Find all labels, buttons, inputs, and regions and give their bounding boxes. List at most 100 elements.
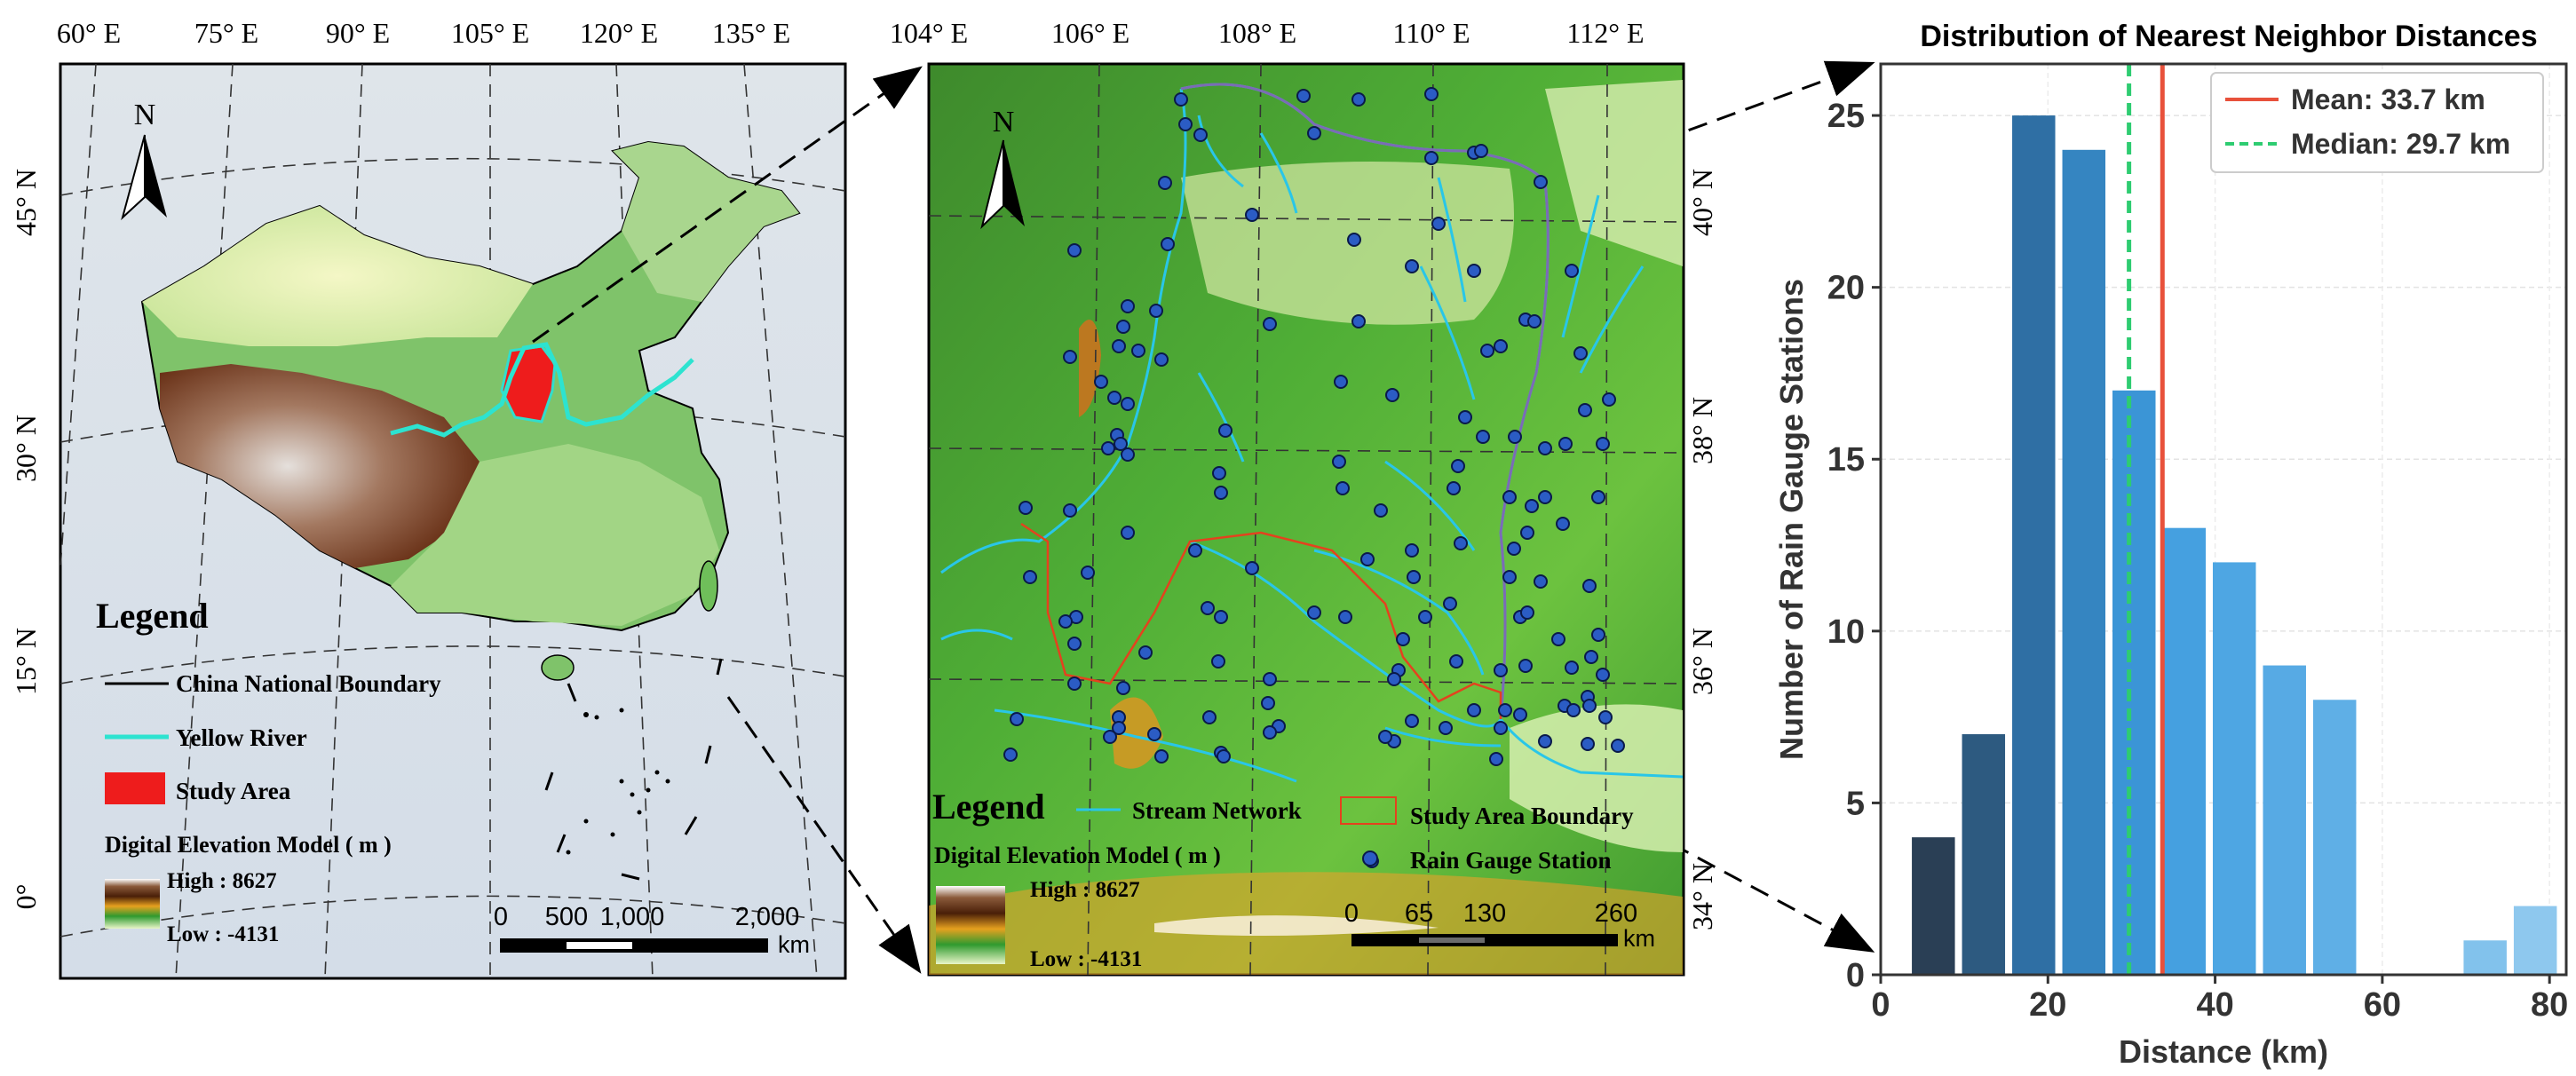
rain-gauge-station-marker — [1138, 645, 1153, 660]
rain-gauge-station-marker — [1418, 610, 1432, 624]
china-dem-ramp — [105, 879, 160, 929]
rain-gauge-station-marker — [1378, 730, 1392, 744]
study-graticule — [928, 63, 1684, 976]
rain-gauge-station-marker — [1405, 259, 1419, 273]
lon-label-60: 60° E — [57, 17, 121, 49]
rain-gauge-station-marker — [1112, 339, 1126, 353]
rain-gauge-station-marker — [1116, 681, 1130, 695]
lon-label-104: 104° E — [890, 17, 968, 49]
rain-gauge-station-marker — [1556, 517, 1570, 531]
rain-gauge-station-marker — [1449, 654, 1463, 669]
histogram-bar — [2212, 562, 2256, 975]
study-dem-low: Low : -4131 — [1030, 947, 1142, 971]
rain-gauge-station-marker — [1513, 708, 1527, 722]
rain-gauge-station-marker — [1121, 397, 1135, 411]
rain-gauge-station-marker — [1174, 92, 1188, 107]
chart-bars — [1912, 115, 2557, 976]
rain-gauge-station-marker — [1551, 632, 1565, 646]
rain-gauge-station-marker — [1498, 703, 1512, 717]
chart-y-label: Number of Rain Gauge Stations — [1773, 279, 1810, 760]
rain-gauge-station-marker — [1573, 346, 1588, 360]
rain-gauge-station-marker — [1405, 714, 1419, 728]
boundary-label: Study Area Boundary — [1410, 803, 1634, 829]
rain-gauge-station-marker — [1467, 264, 1481, 278]
rain-gauge-station-marker — [1494, 663, 1508, 677]
rain-gauge-station-marker — [1188, 543, 1202, 558]
rain-gauge-station-marker — [1351, 92, 1366, 107]
rain-gauge-station-marker — [1121, 526, 1135, 540]
rain-gauge-station-marker — [1158, 176, 1172, 190]
rain-gauge-station-marker — [1566, 703, 1581, 717]
y-tick-label: 10 — [1827, 613, 1865, 651]
lat-label-36: 36° N — [1686, 628, 1718, 695]
lon-label-135: 135° E — [712, 17, 790, 49]
rain-gauge-station-marker — [1374, 503, 1388, 518]
histogram-bar — [2112, 390, 2156, 976]
rain-gauge-station-marker — [1193, 128, 1208, 142]
rain-gauge-station-marker — [1405, 543, 1419, 558]
rain-gauge-station-marker — [1591, 628, 1605, 642]
rain-gauge-station-marker — [1518, 659, 1533, 673]
tibetan-plateau — [160, 364, 480, 568]
south-china-sea-islands — [566, 708, 670, 855]
rain-gauge-station-marker — [1149, 304, 1163, 318]
rain-gauge-station-marker — [1520, 526, 1534, 540]
rain-gauge-station-marker — [1565, 264, 1579, 278]
rain-gauge-station-marker — [1019, 501, 1033, 515]
rain-gauge-station-marker — [1582, 579, 1597, 593]
rain-gauge-station-marker — [1447, 481, 1461, 495]
study-scale-65: 65 — [1405, 899, 1433, 928]
x-tick-label: 80 — [2531, 986, 2568, 1024]
lon-label-106: 106° E — [1051, 17, 1129, 49]
study-area-map: N Legend Stream Network Study Area Bound… — [890, 17, 1718, 977]
study-dem-ramp — [936, 886, 1005, 964]
rain-gauge-station-marker — [1538, 441, 1552, 455]
china-lat-labels: 45° N 30° N 15° N 0° — [10, 169, 42, 909]
rain-gauge-station-marker — [1534, 574, 1548, 589]
study-lat-labels: 40° N 38° N 36° N 34° N — [1686, 169, 1718, 930]
histogram-bar — [2263, 665, 2306, 975]
china-northeast — [613, 142, 799, 302]
yellow-river — [390, 342, 694, 438]
lon-label-105: 105° E — [451, 17, 529, 49]
study-scale-130: 130 — [1463, 899, 1506, 928]
histogram-bar — [2513, 906, 2557, 975]
china-scale-1000: 1,000 — [600, 903, 665, 931]
station-label: Rain Gauge Station — [1410, 847, 1612, 874]
rain-gauge-station-marker — [1263, 725, 1277, 740]
lon-label-108: 108° E — [1218, 17, 1296, 49]
chart-plot-frame — [1879, 62, 2568, 977]
histogram-bar — [2012, 115, 2056, 976]
rain-gauge-station-marker — [1332, 455, 1346, 469]
china-overview-map: N Legend China National Boundary Yellow … — [10, 17, 847, 980]
lat-label-30: 30° N — [10, 415, 42, 482]
north-arrow-label: N — [134, 99, 156, 131]
chart-x-ticks: 0 20 40 60 80 — [1871, 975, 2568, 1024]
rain-gauge-station-marker — [1121, 299, 1135, 313]
helan-mountains — [1079, 320, 1101, 417]
chart-x-label: Distance (km) — [2119, 1033, 2328, 1070]
study-area-boundary — [1020, 522, 1502, 719]
lon-label-112: 112° E — [1566, 17, 1644, 49]
study-lon-labels: 104° E 106° E 108° E 110° E 112° E — [890, 17, 1645, 49]
rain-gauge-station-marker — [1508, 430, 1522, 444]
rain-gauge-station-marker — [1347, 233, 1361, 247]
china-scale-2000: 2,000 — [735, 903, 800, 931]
study-north-arrow: N — [980, 106, 1025, 230]
rain-gauge-station-marker — [1107, 391, 1122, 405]
study-legend-title: Legend — [932, 787, 1045, 827]
rain-gauge-station-marker — [1424, 87, 1439, 101]
lon-label-120: 120° E — [580, 17, 658, 49]
rain-gauge-station-marker — [1263, 317, 1277, 331]
rain-gauge-station-marker — [1003, 748, 1018, 762]
south-china — [391, 444, 719, 626]
yellow-river-main — [1180, 83, 1550, 720]
rain-gauge-station-marker — [1396, 632, 1410, 646]
rain-gauge-station-marker — [1454, 536, 1468, 550]
china-boundary-label: China National Boundary — [176, 670, 441, 697]
rain-gauge-station-marker — [1458, 410, 1472, 424]
rain-gauge-stations — [1003, 87, 1625, 868]
lat-label-0: 0° — [10, 884, 42, 910]
rain-gauge-station-marker — [1307, 605, 1321, 620]
station-swatch — [1362, 851, 1378, 866]
